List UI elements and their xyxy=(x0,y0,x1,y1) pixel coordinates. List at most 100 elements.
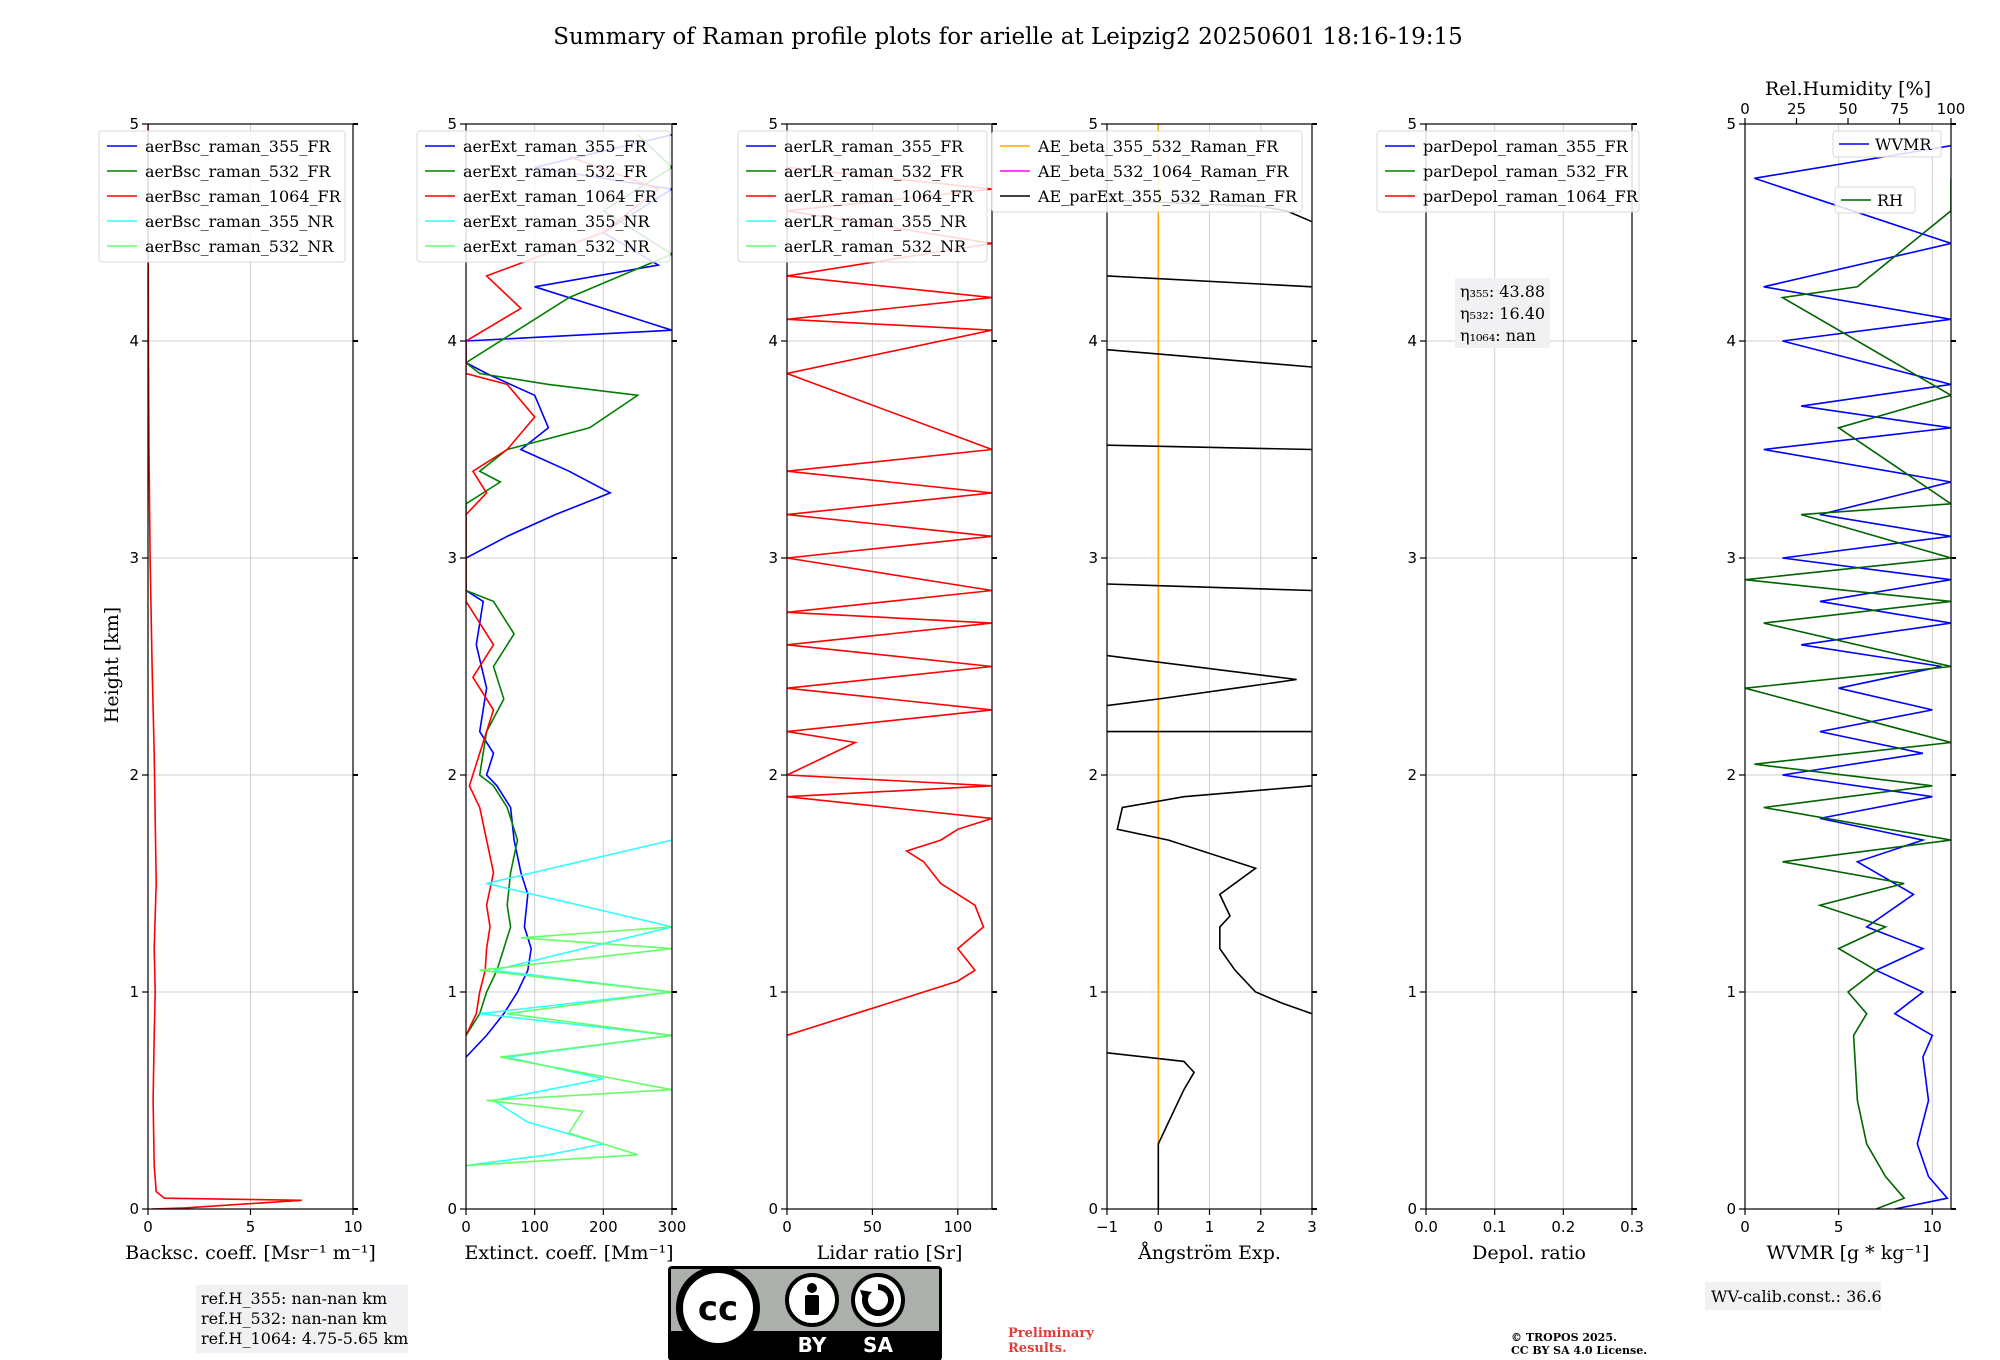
series-line-AE_parExt_355_532_Raman_FR-h xyxy=(1107,275,1312,288)
legend-rh: RH xyxy=(1834,186,1916,214)
x-tick-label: 200 xyxy=(589,1218,618,1236)
eta-355-text: η₃₅₅: 43.88 xyxy=(1460,282,1545,301)
copyright-line-1: © TROPOS 2025. xyxy=(1511,1331,1617,1344)
x-axis-label: Ångström Exp. xyxy=(1137,1242,1281,1264)
y-tick-label: 4 xyxy=(447,332,457,350)
legend-label: aerBsc_raman_532_NR xyxy=(145,237,334,256)
legend-label: parDepol_raman_1064_FR xyxy=(1423,187,1639,206)
top-x-axis-label: Rel.Humidity [%] xyxy=(1765,78,1931,100)
legend-label: aerBsc_raman_355_NR xyxy=(145,212,334,231)
x-tick-label: 300 xyxy=(658,1218,687,1236)
x-axis-label: Extinct. coeff. [Mm⁻¹] xyxy=(464,1242,673,1264)
legend-box xyxy=(991,130,1303,213)
series-line-aerExt_raman_1064_FR xyxy=(466,155,660,1036)
series-line-aerLR_raman_1064_FR xyxy=(787,166,992,1037)
y-tick-label: 3 xyxy=(1726,549,1736,567)
x-axis-label: Backsc. coeff. [Msr⁻¹ m⁻¹] xyxy=(125,1242,376,1264)
legend-label: aerExt_raman_355_NR xyxy=(463,212,651,231)
y-tick-label: 2 xyxy=(1088,766,1098,784)
axes-frame xyxy=(786,123,993,1210)
x-axis-label: Depol. ratio xyxy=(1472,1242,1586,1264)
legend: aerExt_raman_355_FR aerExt_raman_532_FRae… xyxy=(416,130,671,263)
x-tick-label: 3 xyxy=(1307,1218,1317,1236)
series-line-WVMR xyxy=(1754,144,1951,1209)
figure-title: Summary of Raman profile plots for ariel… xyxy=(553,24,1463,50)
top-x-tick-label: 0 xyxy=(1740,100,1750,118)
y-tick-label: 4 xyxy=(768,332,778,350)
x-tick-label: 0 xyxy=(782,1218,792,1236)
y-tick-label: 0 xyxy=(1726,1200,1736,1218)
legend-label: aerExt_raman_355_FR xyxy=(463,137,648,156)
axes-frame xyxy=(465,123,673,1210)
series-line-AE_parExt_355_532_Raman_FR xyxy=(1107,1052,1196,1209)
x-tick-label: 5 xyxy=(1834,1218,1844,1236)
y-tick-label: 2 xyxy=(768,766,778,784)
sa-share-icon xyxy=(851,1273,905,1327)
y-tick-label: 5 xyxy=(129,115,139,133)
sa-arrow-head xyxy=(860,1290,872,1301)
legend-label: aerBsc_raman_355_FR xyxy=(145,137,331,156)
legend-box xyxy=(1834,186,1916,214)
legend: parDepol_raman_355_FR parDepol_raman_532_… xyxy=(1376,130,1640,213)
ref-height-box xyxy=(196,1285,408,1353)
sa-label: SA xyxy=(863,1333,893,1357)
series-line-AE_parExt_355_532_Raman_FR-b xyxy=(1116,785,1312,1015)
eta-box xyxy=(1455,278,1550,348)
x-tick-label: 5 xyxy=(246,1218,256,1236)
legend-label: aerLR_raman_532_NR xyxy=(784,237,967,256)
x-tick-label: 0 xyxy=(1740,1218,1750,1236)
y-tick-label: 3 xyxy=(129,549,139,567)
series-line-aerExt_raman_355_FR xyxy=(466,134,672,1058)
wv-calib-box xyxy=(1705,1282,1881,1310)
x-tick-label: 1 xyxy=(1205,1218,1215,1236)
ref-h-1064-text: ref.H_1064: 4.75-5.65 km xyxy=(201,1329,408,1348)
y-tick-label: 4 xyxy=(129,332,139,350)
series-line-aerExt_raman_532_FR xyxy=(466,134,672,1036)
legend-label: aerExt_raman_532_FR xyxy=(463,162,648,181)
x-tick-label: −1 xyxy=(1096,1218,1118,1236)
y-tick-label: 5 xyxy=(1407,115,1417,133)
legend: aerLR_raman_355_FR aerLR_raman_532_FR aerL… xyxy=(737,130,988,263)
series-line-RH xyxy=(1745,178,1951,1209)
cc-letters: cc xyxy=(698,1289,738,1329)
y-tick-label: 2 xyxy=(1407,766,1417,784)
y-tick-label: 5 xyxy=(768,115,778,133)
y-tick-label: 3 xyxy=(1407,549,1417,567)
x-tick-label: 100 xyxy=(944,1218,973,1236)
x-tick-label: 0.3 xyxy=(1620,1218,1644,1236)
by-label: BY xyxy=(798,1333,827,1357)
series-line-aerBsc_raman_1064_FR xyxy=(148,124,302,1209)
y-tick-label: 1 xyxy=(447,983,457,1001)
ref-height-annotation: ref.H_355: nan-nan km ref.H_532: nan-nan… xyxy=(196,1285,408,1353)
series-line-aerExt_raman_532_NR xyxy=(466,926,672,1167)
series-line-AE_parExt_355_532_Raman_FR-e xyxy=(1107,583,1312,592)
y-axis-label: Height [km] xyxy=(101,607,123,723)
legend: AE_beta_355_532_Raman_FR AE_beta_532_1064… xyxy=(991,130,1303,213)
y-tick-label: 0 xyxy=(1088,1200,1098,1218)
axes-frame xyxy=(1744,123,1952,1210)
axes-frame xyxy=(1425,123,1633,1210)
legend-box xyxy=(1376,130,1640,213)
y-tick-label: 5 xyxy=(1088,115,1098,133)
y-tick-label: 0 xyxy=(768,1200,778,1218)
y-tick-label: 2 xyxy=(1726,766,1736,784)
y-tick-label: 2 xyxy=(447,766,457,784)
x-tick-label: 10 xyxy=(343,1218,362,1236)
series-line-aerExt_raman_355_NR xyxy=(466,839,672,1167)
eta-annotation: η₃₅₅: 43.88 η₅₃₂: 16.40 η₁₀₆₄: nan xyxy=(1455,278,1550,348)
series-line-AE_parExt_355_532_Raman_FR-g xyxy=(1107,348,1312,368)
legend-label: AE_beta_355_532_Raman_FR xyxy=(1037,137,1279,156)
y-tick-label: 5 xyxy=(1726,115,1736,133)
legend-label: aerBsc_raman_532_FR xyxy=(145,162,331,181)
ref-h-355-text: ref.H_355: nan-nan km xyxy=(201,1289,387,1308)
legend: aerBsc_raman_355_FR aerBsc_raman_532_FRae… xyxy=(98,130,346,263)
legend-label: aerExt_raman_1064_FR xyxy=(463,187,658,206)
x-tick-label: 10 xyxy=(1923,1218,1942,1236)
legend-label: aerExt_raman_532_NR xyxy=(463,237,651,256)
panel-ext: 0 100 200 300 0 1 2 3 4 5 Extinct. coeff. [Mm⁻¹] ae… xyxy=(416,115,687,1264)
y-tick-label: 1 xyxy=(129,983,139,1001)
